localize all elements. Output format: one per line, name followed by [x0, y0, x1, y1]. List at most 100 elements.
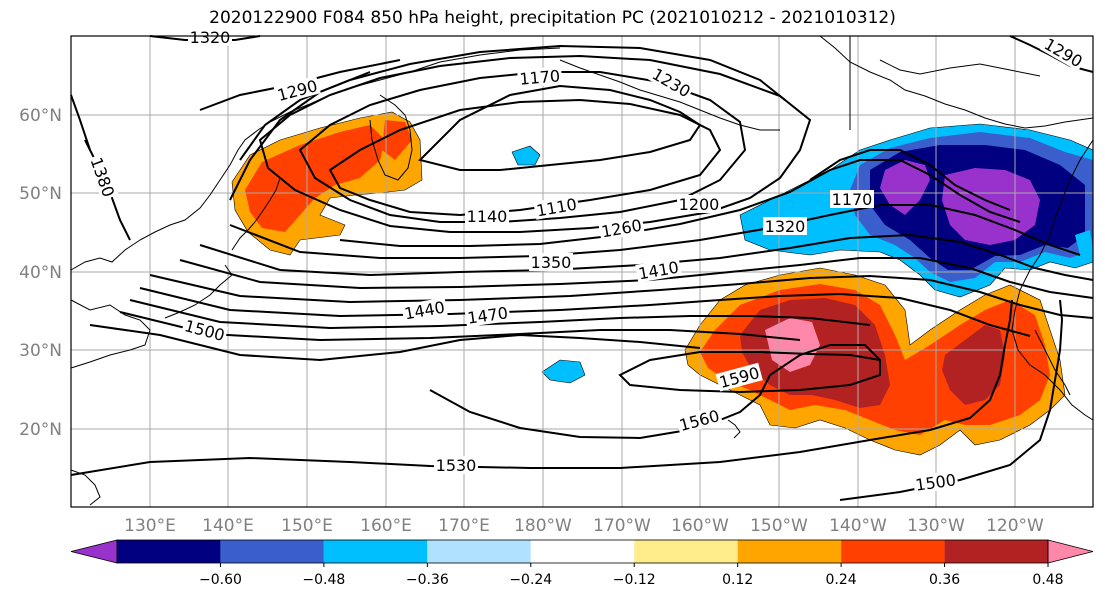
precip-negative-ne-purple1: [880, 160, 930, 215]
lon-tick-label: 170°E: [438, 516, 490, 536]
lon-tick-label: 160°W: [671, 516, 729, 536]
lat-tick-label: 20°N: [19, 420, 62, 440]
contour-label-bg: [830, 190, 874, 208]
lon-tick-label: 130°W: [907, 516, 965, 536]
colorbar-label: −0.12: [613, 572, 656, 588]
precip-negative-small2: [541, 359, 586, 384]
contour-1380: [149, 274, 1094, 319]
coastline-aleutians: [559, 59, 780, 131]
precip-positive-se-dark2: [942, 325, 1005, 405]
contour-1590: [618, 351, 881, 394]
coastline-korea-china: [70, 299, 151, 369]
contour-label-bg: [465, 207, 509, 225]
coastline-north-america: [1011, 139, 1094, 421]
contour-label-bg: [434, 456, 478, 474]
contour-1530: [70, 299, 1013, 476]
contour-label: 1350: [531, 253, 572, 272]
lat-tick-label: 60°N: [19, 106, 62, 126]
contour-label-bg: [181, 315, 229, 345]
map-title: 2020122900 F084 850 hPa height, precipit…: [209, 8, 896, 28]
contour-label-bg: [635, 257, 682, 283]
lon-tick-label: 150°E: [281, 516, 333, 536]
contour-label-bg: [517, 66, 563, 88]
contour-1110: [298, 71, 747, 223]
colorbar-segment: [427, 540, 531, 563]
lon-tick-label: 160°E: [360, 516, 412, 536]
contour-1320: [199, 233, 1094, 281]
contour-label-bg: [533, 194, 580, 220]
contour-1440: [129, 299, 871, 330]
colorbar-label: −0.24: [509, 572, 552, 588]
contour-1170: [418, 84, 702, 171]
contour-label: 1530: [436, 456, 477, 475]
contour-label-bg: [715, 362, 763, 392]
contour-label-bg: [912, 470, 959, 495]
contour-1350-left: [70, 94, 91, 151]
colorbar-outline: [116, 539, 1049, 564]
coastlines: [70, 35, 1094, 506]
contour-1260: [229, 71, 1021, 247]
contour-label: 1170: [832, 190, 873, 209]
colorbar-segment: [841, 540, 945, 563]
lat-tick-label: 40°N: [19, 263, 62, 283]
contour-1350: [179, 257, 1094, 299]
lat-tick-label: 50°N: [19, 184, 62, 204]
contour-label-bg: [675, 405, 723, 435]
contour-label-bg: [529, 253, 573, 271]
precip-negative-small1: [511, 145, 541, 166]
map-frame: [70, 35, 1094, 508]
contour-label-bg: [598, 215, 645, 241]
contour-label-bg: [647, 63, 696, 102]
precip-fill-layer: [231, 111, 1094, 456]
contour-label: 1320: [190, 28, 231, 47]
colorbar-segment: [737, 540, 842, 563]
contour-1140: [328, 98, 722, 217]
colorbar-label: 0.36: [929, 572, 960, 588]
colorbar-segment: [323, 540, 428, 563]
lon-tick-label: 170°W: [593, 516, 651, 536]
lon-tick-label: 120°W: [986, 516, 1044, 536]
lon-tick-label: 140°W: [829, 516, 887, 536]
contour-label-bg: [188, 28, 232, 46]
height-contours: [70, 35, 1094, 501]
contour-label: 1200: [679, 195, 720, 214]
contour-1410: [139, 287, 1031, 337]
lon-tick-label: 150°W: [750, 516, 808, 536]
coastline-kamchatka: [369, 94, 413, 181]
contour-1500a: [89, 324, 701, 362]
colorbar-segment: [530, 540, 635, 563]
contour-label-bg: [401, 297, 448, 323]
colorbar: −0.60 −0.48 −0.36 −0.24 −0.12 0.12 0.24 0.36 0.4…: [70, 539, 1094, 588]
contour-label-bg: [677, 195, 721, 213]
contour-label-bg: [763, 217, 807, 235]
colorbar-label: 0.48: [1032, 572, 1063, 588]
contour-label-bg: [464, 303, 511, 328]
lat-tick-label: 30°N: [19, 341, 62, 361]
latitude-labels: 60°N 50°N 40°N 30°N 20°N: [19, 106, 62, 440]
coastline-baja: [1034, 329, 1071, 396]
longitude-labels: 130°E 140°E 150°E 160°E 170°E 180°W 170°W 160°W…: [124, 516, 1044, 536]
colorbar-extend-low: [70, 539, 118, 564]
coastline-islands-hawaii: [727, 419, 741, 439]
contour-label-bg: [273, 75, 321, 105]
contour-1560: [429, 344, 881, 440]
coastline-alaska-panhandle: [849, 36, 1041, 130]
lon-tick-label: 180°W: [514, 516, 572, 536]
contour-1200: [258, 54, 812, 233]
colorbar-extend-high: [1047, 539, 1094, 564]
colorbar-segment: [634, 540, 738, 563]
lon-tick-label: 140°E: [202, 516, 254, 536]
colorbar-label: −0.36: [406, 572, 449, 588]
colorbar-segment: [117, 540, 221, 563]
colorbar-segment: [220, 540, 324, 563]
colorbar-label: −0.60: [199, 572, 242, 588]
colorbar-segment: [944, 540, 1048, 563]
colorbar-label: 0.24: [826, 572, 857, 588]
precip-positive-nw-inner2: [382, 120, 412, 160]
coastline-alaska: [819, 35, 1094, 129]
colorbar-label: 0.12: [722, 572, 753, 588]
contour-label: 1320: [765, 217, 806, 236]
colorbar-label: −0.48: [302, 572, 345, 588]
contour-label-bg: [86, 153, 119, 201]
